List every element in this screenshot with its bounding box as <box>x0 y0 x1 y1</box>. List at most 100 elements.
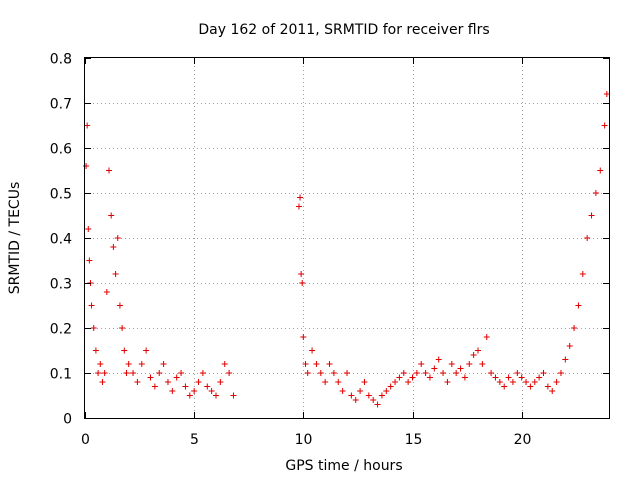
data-point <box>191 388 198 394</box>
data-point <box>143 347 150 354</box>
x-tick-label: 20 <box>514 432 532 448</box>
data-point <box>413 370 420 376</box>
data-point <box>440 370 447 376</box>
x-tick-label: 5 <box>190 432 199 448</box>
x-axis-label: GPS time / hours <box>285 458 402 474</box>
data-point <box>418 361 425 367</box>
data-point <box>431 365 438 372</box>
data-point <box>151 383 158 390</box>
data-point <box>85 226 92 232</box>
data-point <box>106 167 113 174</box>
data-point <box>101 370 108 376</box>
data-point <box>83 163 90 169</box>
data-point <box>536 374 543 381</box>
data-point <box>226 370 233 376</box>
data-point <box>108 212 115 219</box>
data-point <box>426 374 433 381</box>
y-axis-label: SRMTID / TECUs <box>7 182 23 295</box>
data-point <box>309 347 316 354</box>
data-point <box>527 383 534 390</box>
data-point <box>457 365 464 372</box>
data-point <box>509 379 516 385</box>
data-point <box>435 356 442 363</box>
data-point <box>322 379 329 385</box>
data-point <box>99 379 106 385</box>
data-point <box>496 379 503 385</box>
data-point <box>348 392 355 399</box>
data-point <box>119 325 126 331</box>
data-point <box>326 361 333 367</box>
data-point <box>110 244 117 250</box>
data-point <box>317 370 324 376</box>
data-point <box>97 361 104 367</box>
data-point <box>549 388 556 394</box>
data-point <box>592 190 599 196</box>
data-point <box>173 374 180 381</box>
data-point <box>88 302 95 309</box>
data-point <box>400 370 407 376</box>
data-point <box>361 379 368 385</box>
data-point <box>566 343 573 349</box>
data-point <box>501 383 508 390</box>
data-point <box>365 392 372 399</box>
plot-frame <box>84 57 610 419</box>
data-point <box>579 271 586 277</box>
data-point <box>387 383 394 390</box>
data-point <box>383 388 390 394</box>
grid-lines <box>85 58 609 418</box>
data-point <box>295 203 302 210</box>
data-point <box>138 361 145 367</box>
y-tick-label: 0.2 <box>50 322 72 338</box>
data-point <box>544 383 551 390</box>
x-tick-label: 0 <box>81 432 90 448</box>
data-point <box>160 361 167 367</box>
data-point <box>112 271 119 277</box>
data-point <box>204 383 211 390</box>
chart-title: Day 162 of 2011, SRMTID for receiver flr… <box>198 22 489 38</box>
data-point <box>186 392 193 399</box>
data-point <box>230 392 237 399</box>
data-point <box>470 352 477 358</box>
data-point <box>405 379 412 385</box>
data-point <box>114 235 121 241</box>
data-point <box>453 370 460 376</box>
data-point <box>479 361 486 367</box>
data-point <box>601 122 608 129</box>
data-point <box>213 392 219 399</box>
data-point <box>396 374 403 381</box>
y-tick-label: 0.5 <box>50 187 72 203</box>
data-point <box>130 370 137 376</box>
data-point <box>461 374 468 381</box>
data-point <box>392 379 399 385</box>
data-point <box>208 388 215 394</box>
data-point <box>300 334 307 340</box>
data-point <box>90 325 97 331</box>
x-tick-label: 15 <box>405 432 423 448</box>
data-point <box>514 370 521 376</box>
data-point <box>531 379 538 385</box>
data-point <box>466 361 473 367</box>
y-tick-label: 0.7 <box>50 97 72 113</box>
data-point <box>603 91 610 97</box>
data-point <box>330 370 337 376</box>
data-point <box>475 347 481 354</box>
data-point <box>409 374 416 381</box>
y-tick-label: 0.3 <box>50 277 72 293</box>
data-point <box>370 397 377 403</box>
data-point <box>339 388 346 394</box>
y-tick-label: 0.4 <box>50 232 72 248</box>
data-point <box>557 370 564 376</box>
data-point <box>297 194 304 201</box>
y-tick-label: 0.8 <box>50 52 72 68</box>
data-point <box>299 280 306 286</box>
data-point <box>156 370 163 376</box>
data-point <box>86 257 93 264</box>
data-point <box>492 374 499 381</box>
data-point <box>95 370 102 376</box>
data-point <box>571 325 578 331</box>
data-point <box>103 289 110 295</box>
data-point <box>588 212 595 219</box>
data-point <box>374 401 381 408</box>
data-point <box>553 379 560 385</box>
